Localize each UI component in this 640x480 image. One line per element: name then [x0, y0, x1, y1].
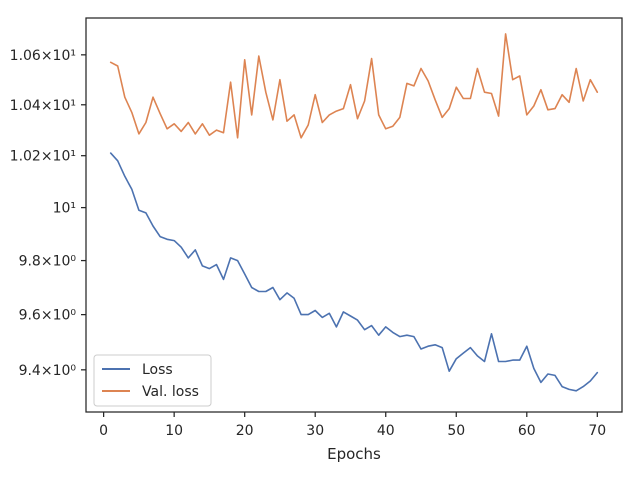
- x-tick-label: 70: [588, 423, 606, 439]
- y-tick-label: 1.06×10¹: [10, 48, 76, 64]
- series-line-val-loss: [109, 33, 599, 139]
- x-axis-label: Epochs: [327, 445, 381, 463]
- x-tick-label: 20: [236, 423, 254, 439]
- y-tick-label: 9.4×10⁰: [19, 363, 77, 379]
- x-tick-label: 60: [518, 423, 536, 439]
- x-axis: 0 10 20 30 40 50 60 70: [99, 412, 606, 439]
- x-tick-label: 10: [165, 423, 183, 439]
- x-tick-label: 30: [306, 423, 324, 439]
- y-tick-label: 9.8×10⁰: [19, 254, 77, 270]
- series-line-loss: [109, 152, 599, 392]
- y-axis: 9.4×10⁰ 9.6×10⁰ 9.8×10⁰ 10¹ 1.02×10¹ 1.04×10¹…: [10, 48, 86, 379]
- x-tick-label: 0: [99, 423, 108, 439]
- legend: Loss Val. loss: [93, 354, 212, 407]
- x-tick-label: 40: [377, 423, 395, 439]
- legend-label-loss: Loss: [142, 362, 173, 378]
- y-tick-label: 1.02×10¹: [10, 149, 76, 165]
- series-layer: [109, 33, 599, 392]
- y-tick-label: 10¹: [53, 201, 76, 217]
- y-tick-label: 1.04×10¹: [10, 98, 76, 114]
- legend-box: [93, 354, 212, 407]
- x-tick-label: 50: [447, 423, 465, 439]
- y-tick-label: 9.6×10⁰: [19, 308, 77, 324]
- plot-frame: [85, 17, 623, 413]
- legend-label-val-loss: Val. loss: [142, 384, 199, 400]
